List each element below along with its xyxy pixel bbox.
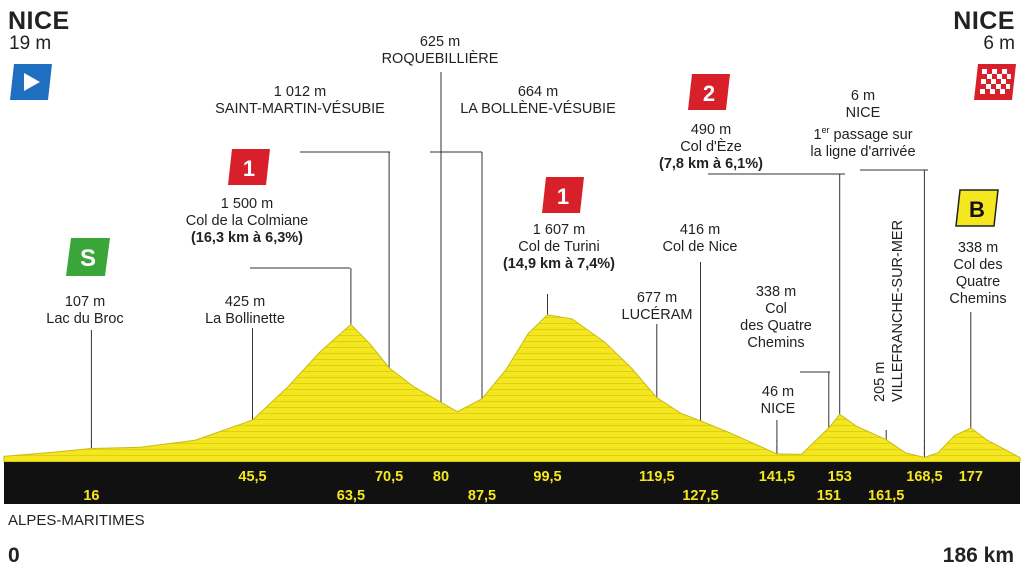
passage-num: 1 — [813, 126, 822, 143]
waypoint-alt: 664 m — [517, 84, 559, 100]
waypoint-turini: 1 607 m Col de Turini (14,9 km à 7,4%) — [484, 222, 634, 273]
climb-stats: (14,9 km à 7,4%) — [502, 256, 616, 272]
waypoint-name: LA BOLLÈNE-VÉSUBIE — [460, 101, 616, 117]
waypoint-alt: 107 m — [64, 294, 106, 310]
waypoint-name: VILLEFRANCHE-SUR-MER — [890, 219, 906, 402]
waypoint-alt: 677 m — [636, 290, 678, 306]
waypoint-villefranche: 205 m — [872, 362, 888, 402]
waypoint-villefranche-name: VILLEFRANCHE-SUR-MER — [890, 220, 906, 402]
cat2-eze-flag-icon: 2 — [688, 74, 730, 110]
waypoint-alt: 338 m — [755, 284, 797, 300]
km-marker: 99,5 — [533, 469, 561, 485]
cat-label: 1 — [557, 184, 569, 209]
km-marker: 45,5 — [238, 469, 266, 485]
waypoint-name: Col de la Colmiane — [185, 213, 309, 229]
km-markers: 16 45,5 63,5 70,5 80 87,5 99,5 119,5 127,5 141,5 1… — [83, 469, 983, 504]
waypoint-alt: 425 m — [224, 294, 266, 310]
cat-label: 1 — [243, 156, 255, 181]
waypoint-luceram: 677 m LUCÉRAM — [612, 290, 702, 324]
km-marker: 80 — [433, 469, 449, 485]
finish-flag-icon — [974, 64, 1016, 100]
baseline-band — [4, 462, 1020, 504]
waypoint-quatre-chemins-1: 338 m Col des Quatre Chemins — [730, 284, 822, 352]
waypoint-alt: 1 607 m — [532, 222, 586, 238]
waypoint-name: Col de Turini — [518, 239, 600, 255]
waypoint-alt: 416 m — [679, 222, 721, 238]
sprint-flag-icon: S — [66, 238, 110, 276]
km-marker: 70,5 — [375, 469, 403, 485]
bonus-label: B — [969, 197, 985, 222]
km-marker: 168,5 — [906, 469, 942, 485]
passage-sup: er — [821, 125, 830, 135]
km-marker: 127,5 — [682, 488, 718, 504]
waypoint-name: Chemins — [747, 335, 805, 351]
start-altitude: 19 m — [9, 33, 52, 54]
km-marker: 16 — [83, 488, 99, 504]
waypoint-roquebilliere: 625 m ROQUEBILLIÈRE — [370, 34, 510, 68]
waypoint-name: Col des — [953, 257, 1003, 273]
cat1-turini-flag-icon: 1 — [542, 177, 584, 213]
finish-altitude: 6 m — [983, 33, 1015, 54]
waypoint-name: Col de Nice — [662, 239, 738, 255]
waypoint-st-martin: 1 012 m SAINT-MARTIN-VÉSUBIE — [200, 84, 400, 118]
waypoint-name: ROQUEBILLIÈRE — [381, 51, 499, 67]
waypoint-name: Lac du Broc — [46, 311, 124, 327]
waypoint-alt: 1 012 m — [273, 84, 327, 100]
km-marker: 119,5 — [639, 469, 675, 485]
cat1-colmiane-flag-icon: 1 — [228, 149, 270, 185]
waypoint-col-de-nice: 416 m Col de Nice — [648, 222, 752, 256]
waypoint-alt: 625 m — [419, 34, 461, 50]
passage-text: passage sur — [829, 126, 913, 143]
axis-end-km: 186 km — [942, 544, 1014, 567]
waypoint-name: NICE — [845, 105, 881, 121]
climb-stats: (16,3 km à 6,3%) — [190, 230, 304, 246]
waypoint-alt: 1 500 m — [220, 196, 274, 212]
km-marker: 87,5 — [468, 488, 496, 504]
cat-label: 2 — [703, 81, 715, 106]
waypoint-alt: 205 m — [872, 361, 888, 402]
start-flag-icon — [10, 64, 52, 100]
waypoint-alt: 6 m — [850, 88, 876, 104]
waypoint-name: SAINT-MARTIN-VÉSUBIE — [215, 101, 385, 117]
region-label: ALPES-MARITIMES — [8, 512, 145, 529]
waypoint-alt: 490 m — [690, 122, 732, 138]
km-marker: 161,5 — [868, 488, 904, 504]
waypoint-bollene: 664 m LA BOLLÈNE-VÉSUBIE — [448, 84, 628, 118]
finish-name: NICE — [953, 7, 1015, 35]
km-marker: 141,5 — [759, 469, 795, 485]
waypoint-alt: 46 m — [761, 384, 795, 400]
waypoint-name: Col — [765, 301, 787, 317]
start-name: NICE — [8, 7, 70, 35]
km-marker: 153 — [828, 469, 852, 485]
waypoint-colmiane: 1 500 m Col de la Colmiane (16,3 km à 6,… — [168, 196, 326, 247]
km-marker: 151 — [817, 488, 841, 504]
km-marker: 63,5 — [337, 488, 365, 504]
waypoint-name: Quatre — [955, 274, 1001, 290]
waypoint-nice-pass: 6 m NICE 1er passage sur la ligne d'arri… — [792, 88, 934, 161]
waypoint-bollinette: 425 m La Bollinette — [190, 294, 300, 328]
waypoint-name: LUCÉRAM — [621, 307, 693, 323]
bonus-flag-icon: B — [955, 189, 999, 227]
waypoint-nice-46: 46 m NICE — [748, 384, 808, 418]
waypoint-eze: 490 m Col d'Èze (7,8 km à 6,1%) — [636, 122, 786, 173]
waypoint-name: La Bollinette — [205, 311, 285, 327]
waypoint-quatre-chemins-2: 338 m Col des Quatre Chemins — [934, 240, 1022, 308]
waypoint-name: Col d'Èze — [680, 139, 742, 155]
waypoint-lac-du-broc: 107 m Lac du Broc — [40, 294, 130, 328]
km-marker: 177 — [959, 469, 983, 485]
waypoint-name: NICE — [760, 401, 796, 417]
waypoint-name: Chemins — [949, 291, 1007, 307]
passage-line2: la ligne d'arrivée — [810, 143, 916, 160]
climb-stats: (7,8 km à 6,1%) — [659, 156, 763, 172]
axis-start-km: 0 — [8, 544, 20, 567]
elevation-area — [3, 314, 1021, 463]
sprint-label: S — [80, 245, 96, 272]
waypoint-name: des Quatre — [740, 318, 812, 334]
waypoint-alt: 338 m — [957, 240, 999, 256]
